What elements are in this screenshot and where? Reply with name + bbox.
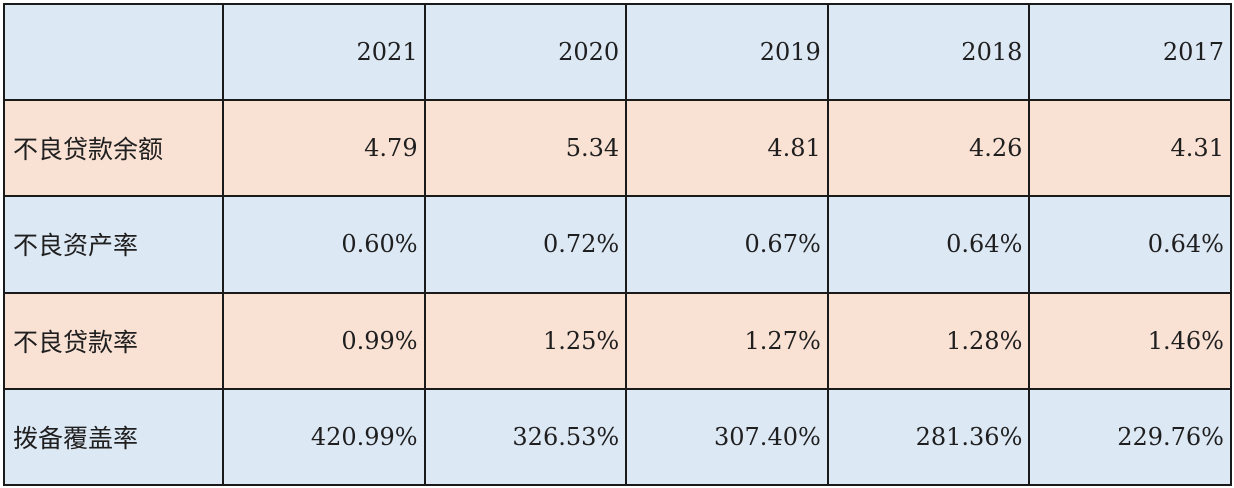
table-row: 不良贷款率 0.99% 1.25% 1.27% 1.28% 1.46% bbox=[3, 291, 1232, 390]
table-cell: 0.60% bbox=[222, 195, 426, 294]
table-cell: 0.64% bbox=[1028, 195, 1232, 294]
table-row: 不良资产率 0.60% 0.72% 0.67% 0.64% 0.64% bbox=[3, 195, 1232, 294]
table-cell: 420.99% bbox=[222, 387, 426, 487]
table-row: 拨备覆盖率 420.99% 326.53% 307.40% 281.36% 22… bbox=[3, 387, 1232, 487]
table-cell: 0.64% bbox=[826, 195, 1031, 294]
table-cell: 4.26 bbox=[826, 99, 1031, 198]
row-label: 拨备覆盖率 bbox=[3, 387, 224, 487]
table-cell: 4.81 bbox=[625, 99, 829, 198]
table-cell: 5.34 bbox=[423, 99, 628, 198]
table-cell: 326.53% bbox=[423, 387, 628, 487]
header-year-cell: 2018 bbox=[826, 2, 1031, 102]
row-label: 不良贷款余额 bbox=[3, 99, 224, 198]
table-cell: 0.99% bbox=[222, 291, 426, 390]
row-label: 不良贷款率 bbox=[3, 291, 224, 390]
header-year-cell: 2020 bbox=[423, 2, 628, 102]
header-year-cell: 2019 bbox=[625, 2, 829, 102]
header-year-cell: 2021 bbox=[222, 2, 426, 102]
table-row: 不良贷款余额 4.79 5.34 4.81 4.26 4.31 bbox=[3, 99, 1232, 198]
table-cell: 0.72% bbox=[423, 195, 628, 294]
table-cell: 1.28% bbox=[826, 291, 1031, 390]
table-cell: 4.31 bbox=[1028, 99, 1232, 198]
table-cell: 1.27% bbox=[625, 291, 829, 390]
table-cell: 0.67% bbox=[625, 195, 829, 294]
table-cell: 281.36% bbox=[826, 387, 1031, 487]
data-table: 2021 2020 2019 2018 2017 不良贷款余额 4.79 5.3… bbox=[3, 2, 1232, 487]
table-cell: 229.76% bbox=[1028, 387, 1232, 487]
header-corner-cell bbox=[3, 2, 224, 102]
header-row: 2021 2020 2019 2018 2017 bbox=[3, 2, 1232, 102]
table-cell: 1.25% bbox=[423, 291, 628, 390]
header-year-cell: 2017 bbox=[1028, 2, 1232, 102]
table-cell: 1.46% bbox=[1028, 291, 1232, 390]
row-label: 不良资产率 bbox=[3, 195, 224, 294]
data-table-container: 2021 2020 2019 2018 2017 不良贷款余额 4.79 5.3… bbox=[3, 2, 1232, 487]
table-cell: 307.40% bbox=[625, 387, 829, 487]
table-cell: 4.79 bbox=[222, 99, 426, 198]
